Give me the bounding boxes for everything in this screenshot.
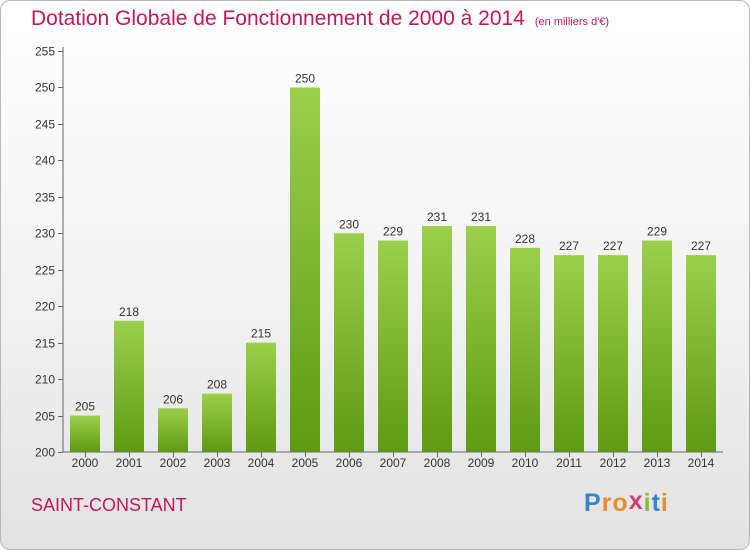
data-label: 215: [251, 327, 271, 341]
chart-title-text: Dotation Globale de Fonctionnement de 20…: [31, 7, 525, 30]
x-tick-label: 2009: [468, 456, 495, 470]
bar: [466, 225, 496, 452]
data-label: 227: [691, 239, 711, 253]
bar: [334, 233, 364, 452]
bar: [598, 255, 628, 452]
city-name: SAINT-CONSTANT: [31, 495, 187, 515]
x-tick-label: 2012: [600, 456, 627, 470]
x-tick-label: 2008: [424, 456, 451, 470]
y-tick-label: 220: [35, 300, 55, 314]
y-tick-label: 255: [35, 45, 55, 59]
y-tick-label: 245: [35, 118, 55, 132]
data-label: 231: [471, 210, 491, 224]
x-tick-label: 2007: [380, 456, 407, 470]
y-tick-label: 215: [35, 337, 55, 351]
data-label: 206: [163, 392, 183, 406]
x-tick-label: 2011: [556, 456, 582, 470]
data-label: 218: [119, 305, 139, 319]
bar: [202, 393, 232, 452]
x-tick-label: 2005: [292, 456, 319, 470]
x-tick-label: 2013: [644, 456, 671, 470]
x-tick-label: 2004: [248, 456, 275, 470]
y-tick-label: 225: [35, 264, 55, 278]
y-tick-label: 205: [35, 410, 55, 424]
x-tick-label: 2000: [72, 456, 99, 470]
data-label: 229: [647, 225, 667, 239]
bar: [114, 320, 144, 452]
data-label: 205: [75, 400, 95, 414]
y-tick-label: 250: [35, 81, 55, 95]
y-tick-label: 200: [35, 446, 55, 460]
bar: [510, 247, 540, 452]
x-tick-label: 2014: [688, 456, 715, 470]
data-label: 208: [207, 378, 227, 392]
data-label: 231: [427, 210, 447, 224]
bar: [642, 240, 672, 452]
x-tick-label: 2002: [160, 456, 187, 470]
proxiti-logo: Proxiti: [584, 487, 669, 517]
bar: [290, 87, 320, 453]
bar: [70, 415, 100, 452]
x-tick-label: 2010: [512, 456, 539, 470]
data-label: 228: [515, 232, 535, 246]
bar: [378, 240, 408, 452]
y-tick-label: 240: [35, 154, 55, 168]
y-tick-label: 210: [35, 373, 55, 387]
x-tick-label: 2001: [116, 456, 143, 470]
bar: [246, 342, 276, 452]
chart-title: Dotation Globale de Fonctionnement de 20…: [31, 7, 609, 31]
data-label: 227: [603, 239, 623, 253]
bar: [554, 255, 584, 452]
bar: [686, 255, 716, 452]
y-tick-label: 230: [35, 227, 55, 241]
data-label: 250: [295, 71, 315, 85]
bar: [422, 225, 452, 452]
x-tick-label: 2003: [204, 456, 231, 470]
data-label: 227: [559, 239, 579, 253]
data-label: 230: [339, 217, 359, 231]
data-label: 229: [383, 225, 403, 239]
y-tick-label: 235: [35, 191, 55, 205]
chart-unit: (en milliers d'€): [534, 16, 610, 28]
x-tick-label: 2006: [336, 456, 363, 470]
bar: [158, 408, 188, 452]
